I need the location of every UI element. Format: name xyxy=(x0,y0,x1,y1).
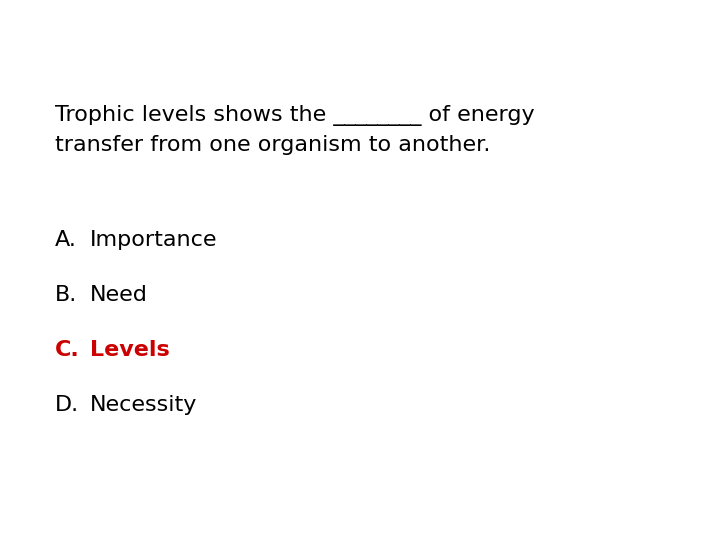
Text: B.: B. xyxy=(55,285,77,305)
Text: Trophic levels shows the ________ of energy: Trophic levels shows the ________ of ene… xyxy=(55,105,535,126)
Text: A.: A. xyxy=(55,230,77,250)
Text: Importance: Importance xyxy=(90,230,217,250)
Text: Need: Need xyxy=(90,285,148,305)
Text: Levels: Levels xyxy=(90,340,170,360)
Text: Necessity: Necessity xyxy=(90,395,197,415)
Text: transfer from one organism to another.: transfer from one organism to another. xyxy=(55,135,490,155)
Text: C.: C. xyxy=(55,340,80,360)
Text: D.: D. xyxy=(55,395,79,415)
